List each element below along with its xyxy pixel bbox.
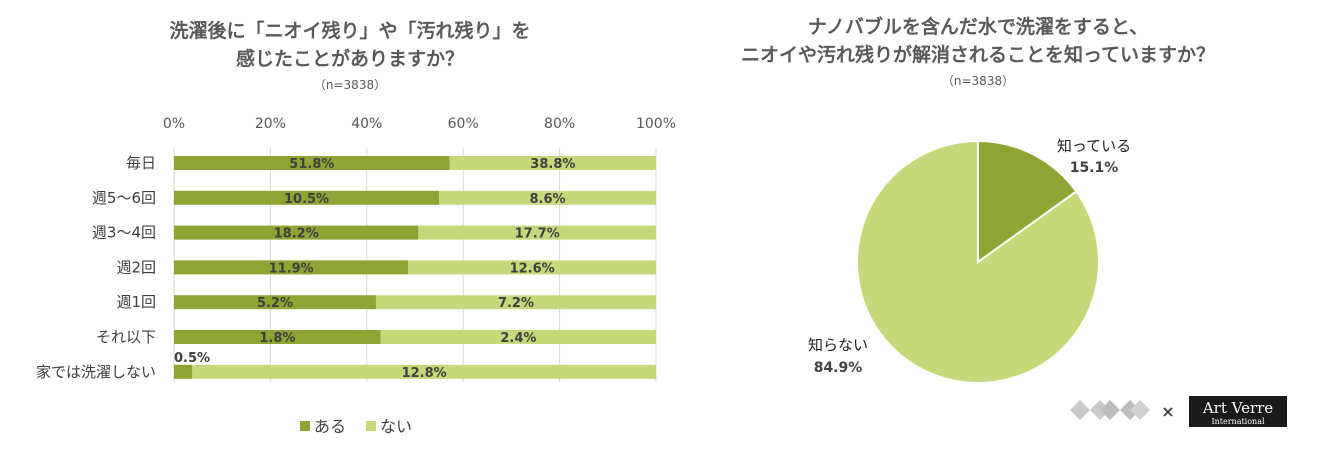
bar-nai [375,295,656,310]
bar-chart-title-line2: 感じたことがありますか？ [236,47,464,70]
data-label: 18.2% [274,227,319,242]
data-label: 38.8% [530,157,575,172]
bar-aru [174,190,440,205]
category-label: 週3～4回 [92,224,156,242]
bar-nai [192,364,657,379]
pie-slice [856,139,1100,384]
x-tick-label: 60% [448,116,479,132]
bar-aru [174,225,419,240]
category-label: 毎日 [126,154,156,172]
partner-logo: × Art Verre International [1070,396,1287,427]
bar-aru [174,156,450,170]
pie-chart-title-line2: ニオイや汚れ残りが解消されることを知っていますか？ [741,43,1215,66]
data-label: 2.4% [500,331,536,346]
x-tick-label: 100% [636,116,676,132]
data-label: 51.8% [289,157,334,172]
pie-label-shiranai: 知らない [808,336,868,354]
bar-nai [408,260,656,275]
bar-aru [174,330,381,344]
x-tick-label: 20% [255,116,286,132]
bar-chart-x-ticks: 0% 20% 40% 60% 80% 100% [163,116,676,132]
data-label: 17.7% [515,227,560,242]
pie-value-shitteiru: 15.1% [1070,160,1119,176]
pie-value-shiranai: 84.9% [814,360,863,376]
data-label: 1.8% [259,331,295,346]
bar-chart-subtitle: （n=3838） [314,78,386,92]
category-label: 週1回 [116,293,156,311]
data-label: 5.2% [257,296,293,311]
legend-label-nai: ない [380,417,412,436]
bar-nai [439,190,656,205]
bar-aru [174,364,193,379]
art-verre-logo-box [1189,396,1287,427]
bar-nai [418,225,656,240]
data-label: 12.8% [402,366,447,381]
bar-nai [449,156,656,170]
art-verre-logo-text: Art Verre [1202,399,1273,417]
wave-logo-icon [1070,400,1150,420]
bar-chart-bars [174,156,657,379]
data-label: 0.5% [174,351,210,366]
bar-aru [174,260,409,275]
pie-chart [856,139,1100,384]
category-label: 週5～6回 [92,189,156,207]
legend-swatch-nai [366,421,376,431]
category-label: それ以下 [96,328,156,346]
pie-label-shitteiru: 知っている [1057,137,1131,155]
art-verre-logo-subtext: International [1211,417,1265,426]
data-label: 10.5% [284,192,329,207]
x-tick-label: 80% [544,116,575,132]
bar-chart-title-line1: 洗濯後に「ニオイ残り」や「汚れ残り」を [169,19,530,42]
legend-swatch-aru [300,421,310,431]
x-tick-label: 0% [163,116,185,132]
bar-chart-data-labels: 51.8% 38.8% 10.5% 8.6% 18.2% 17.7% 11.9% 12.6% 5… [174,157,575,381]
pie-slice [977,139,1078,264]
pie-chart-subtitle: （n=3838） [942,74,1014,88]
x-tick-label: 40% [351,116,382,132]
bar-nai [380,330,656,344]
category-label: 週2回 [116,258,156,276]
data-label: 8.6% [530,192,566,207]
category-label: 家では洗濯しない [36,363,156,381]
legend-label-aru: ある [314,417,346,436]
bar-aru [174,295,376,310]
data-label: 11.9% [269,261,314,276]
data-label: 7.2% [498,296,534,311]
pie-chart-title-line1: ナノバブルを含んだ水で洗濯をすると、 [808,15,1148,38]
data-label: 12.6% [510,261,555,276]
logo-cross: × [1161,402,1174,421]
